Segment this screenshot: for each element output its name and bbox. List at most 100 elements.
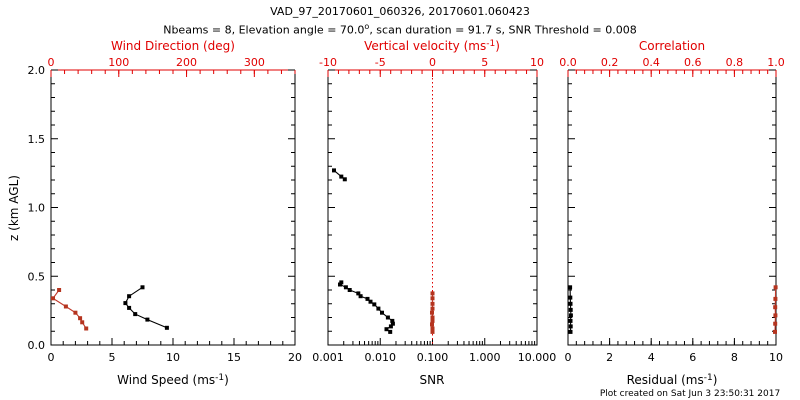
panel3-data-point — [568, 285, 573, 290]
panel2-data-point — [365, 296, 370, 301]
panel1-series-line — [124, 286, 168, 329]
degree-symbol: o — [364, 22, 370, 31]
panel3-data-point — [568, 324, 573, 329]
panel3-data-point — [568, 307, 573, 312]
panel3-x-axis-title-tail: ) — [713, 373, 718, 387]
panel2-data-point — [339, 174, 344, 179]
panel3-data-point — [568, 301, 573, 306]
panel2-top-axis-title: Vertical velocity (ms-1) — [364, 39, 500, 53]
panel1-frame — [50, 70, 296, 346]
panel2-data-point — [430, 306, 435, 311]
panel1-data-point — [127, 294, 132, 299]
panel2-data-point — [430, 322, 434, 327]
panel2-data-point — [343, 285, 348, 290]
panel2-top-xtick-label: 0 — [429, 56, 436, 69]
panel3-xtick-label: 2 — [606, 351, 613, 364]
panel3-top-xtick-label: 0.8 — [726, 56, 744, 69]
panel1-xtick-label: 20 — [288, 351, 302, 364]
panel3-data-point — [568, 318, 573, 323]
panel3-data-point — [773, 296, 778, 301]
panel2-data-point — [332, 168, 336, 173]
panel1-xtick-label: 15 — [227, 351, 241, 364]
page-subtitle: Nbeams = 8, Elevation angle = 70.0o, sca… — [0, 19, 800, 38]
panel3-xtick-label: 10 — [769, 351, 783, 364]
subtitle-pre: Nbeams = 8, Elevation angle = 70.0 — [163, 23, 365, 37]
panel1-ytick-label: 0.0 — [28, 339, 46, 352]
panel2-data-point — [339, 280, 344, 285]
panel3-top-xtick-label: 0.4 — [642, 56, 660, 69]
panel1-x-axis-title-tail: ) — [224, 373, 229, 387]
panel2-data-point — [338, 282, 342, 287]
panel2-data-point — [347, 288, 352, 292]
panel3-xtick-label: 4 — [648, 351, 655, 364]
panel1-ytick-label: 1.5 — [28, 133, 46, 146]
panel2-data-point — [430, 310, 434, 315]
panel2-data-point — [368, 299, 373, 304]
panel2-top-xtick-label: 10 — [530, 56, 544, 69]
title-block: VAD_97_20170601_060326, 20170601.060423 … — [0, 4, 800, 38]
panel2-data-point — [342, 177, 347, 182]
panel1-data-point — [164, 325, 169, 330]
panel1-data-point — [127, 305, 132, 310]
panel1-data-point — [73, 310, 78, 315]
panel3-data-point — [568, 329, 573, 334]
subtitle-post: , scan duration = 91.7 s, SNR Threshold … — [369, 23, 637, 37]
panel1-xtick-label: 10 — [166, 351, 180, 364]
panel2-data-point — [388, 324, 393, 329]
panel1-top-xtick-label: 100 — [108, 56, 129, 69]
panel2-xtick-label: 0.001 — [312, 351, 344, 364]
panel2-data-point — [430, 329, 435, 334]
panel3-data-point — [773, 313, 778, 318]
panel2-data-point — [430, 291, 435, 296]
panel3-data-point — [773, 329, 777, 334]
panel3-xtick-label: 0 — [565, 351, 572, 364]
panel2-data-point — [358, 294, 363, 299]
panel1-ytick-label: 2.0 — [28, 64, 46, 77]
panel2-xtick-label: 1.000 — [469, 351, 501, 364]
panel2-top-axis-title-exp: -1 — [486, 39, 495, 49]
panel3-data-point — [773, 285, 778, 290]
panel3-top-axis-title: Correlation — [639, 39, 705, 53]
panel3-top-xtick-label: 0.2 — [601, 56, 619, 69]
panel2-top-xtick-label: -10 — [319, 56, 337, 69]
panel2-xtick-label: 0.100 — [417, 351, 449, 364]
panel2-top-axis-title-tail: ) — [495, 39, 500, 53]
panel3-xtick-label: 8 — [731, 351, 738, 364]
panel2-data-point — [430, 315, 435, 320]
panel2-data-point — [380, 310, 384, 315]
panel2-top-axis-title-base: Vertical velocity (ms — [364, 39, 486, 53]
panel1-data-point — [63, 304, 68, 309]
panel3-data-point — [568, 313, 573, 318]
panel1-data-point — [84, 326, 89, 331]
panel1-ytick-label: 1.0 — [28, 202, 46, 215]
panel1-xtick-label: 0 — [48, 351, 55, 364]
panel2-data-point — [390, 321, 395, 326]
panel2-data-point — [388, 329, 393, 334]
panel1-y-axis-title: z (km AGL) — [7, 175, 21, 241]
panel2-data-point — [430, 301, 435, 306]
panel2-top-xtick-label: -5 — [375, 56, 386, 69]
panel2-data-point — [376, 306, 381, 311]
panel1-top-xtick-label: 300 — [244, 56, 265, 69]
panel3-xtick-label: 6 — [689, 351, 696, 364]
page-title: VAD_97_20170601_060326, 20170601.060423 — [270, 5, 530, 18]
panel2-data-point — [385, 315, 390, 320]
panel3-x-axis-title-exp: -1 — [704, 373, 713, 383]
panel2-data-point — [384, 327, 389, 332]
panel3-data-point — [773, 321, 778, 326]
panel2-data-point — [390, 318, 395, 323]
panel1-top-xtick-label: 200 — [176, 56, 197, 69]
panel2-x-axis-title: SNR — [420, 373, 445, 387]
panel3-data-point — [773, 305, 778, 310]
panel1-data-point — [133, 312, 138, 317]
panel3-top-xtick-label: 0.0 — [559, 56, 577, 69]
panel2-top-xtick-label: 5 — [481, 56, 488, 69]
panel1-data-point — [80, 320, 85, 325]
panel3-top-xtick-label: 0.6 — [684, 56, 702, 69]
panel1-x-axis-title: Wind Speed (ms-1) — [117, 373, 229, 387]
panel1-data-point — [145, 317, 150, 322]
panel3-data-point — [568, 295, 573, 300]
